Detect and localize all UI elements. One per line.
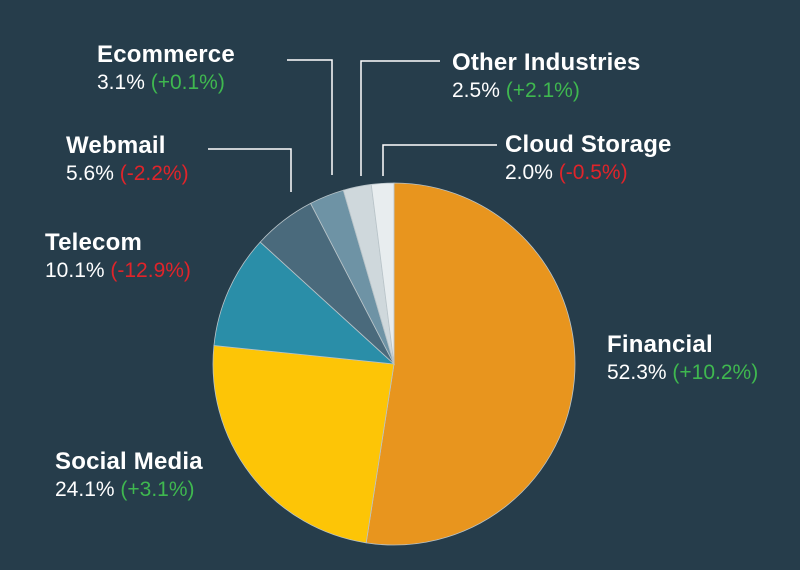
slice-change: (-0.5%) [558, 161, 628, 184]
label-telecom: Telecom 10.1% (-12.9%) [45, 228, 191, 284]
slice-percent: 52.3% [607, 361, 667, 384]
slice-change: (+10.2%) [672, 361, 759, 384]
leader-line-cloud-storage [382, 144, 497, 176]
slice-name: Telecom [45, 229, 142, 256]
slice-name: Ecommerce [97, 41, 235, 68]
slice-name: Cloud Storage [505, 131, 672, 158]
label-social-media: Social Media 24.1% (+3.1%) [55, 447, 203, 503]
pie-slice-financial [365, 182, 576, 546]
slice-change: (+3.1%) [120, 478, 195, 501]
slice-percent: 5.6% [66, 162, 114, 185]
leader-line-webmail [208, 148, 292, 192]
slice-change: (+0.1%) [150, 71, 225, 94]
slice-percent: 10.1% [45, 259, 105, 282]
slice-name: Financial [607, 331, 713, 358]
slice-name: Social Media [55, 448, 203, 475]
leader-line-ecommerce [287, 59, 333, 175]
label-cloud-storage: Cloud Storage 2.0% (-0.5%) [505, 130, 672, 186]
slice-percent: 2.5% [452, 79, 500, 102]
pie-slice-telecom [213, 241, 396, 365]
leader-line-other-industries [360, 60, 440, 176]
slice-name: Webmail [66, 132, 166, 159]
label-webmail: Webmail 5.6% (-2.2%) [66, 131, 189, 187]
label-other-industries: Other Industries 2.5% (+2.1%) [452, 48, 641, 104]
slice-change: (-12.9%) [110, 259, 191, 282]
slice-change: (-2.2%) [119, 162, 189, 185]
label-financial: Financial 52.3% (+10.2%) [607, 330, 758, 386]
pie-slice-cloud-storage [370, 182, 395, 365]
pie-slice-social-media [212, 345, 395, 544]
slice-change: (+2.1%) [505, 79, 580, 102]
slice-percent: 24.1% [55, 478, 115, 501]
slice-name: Other Industries [452, 49, 641, 76]
slice-percent: 3.1% [97, 71, 145, 94]
label-ecommerce: Ecommerce 3.1% (+0.1%) [97, 40, 235, 96]
slice-percent: 2.0% [505, 161, 553, 184]
